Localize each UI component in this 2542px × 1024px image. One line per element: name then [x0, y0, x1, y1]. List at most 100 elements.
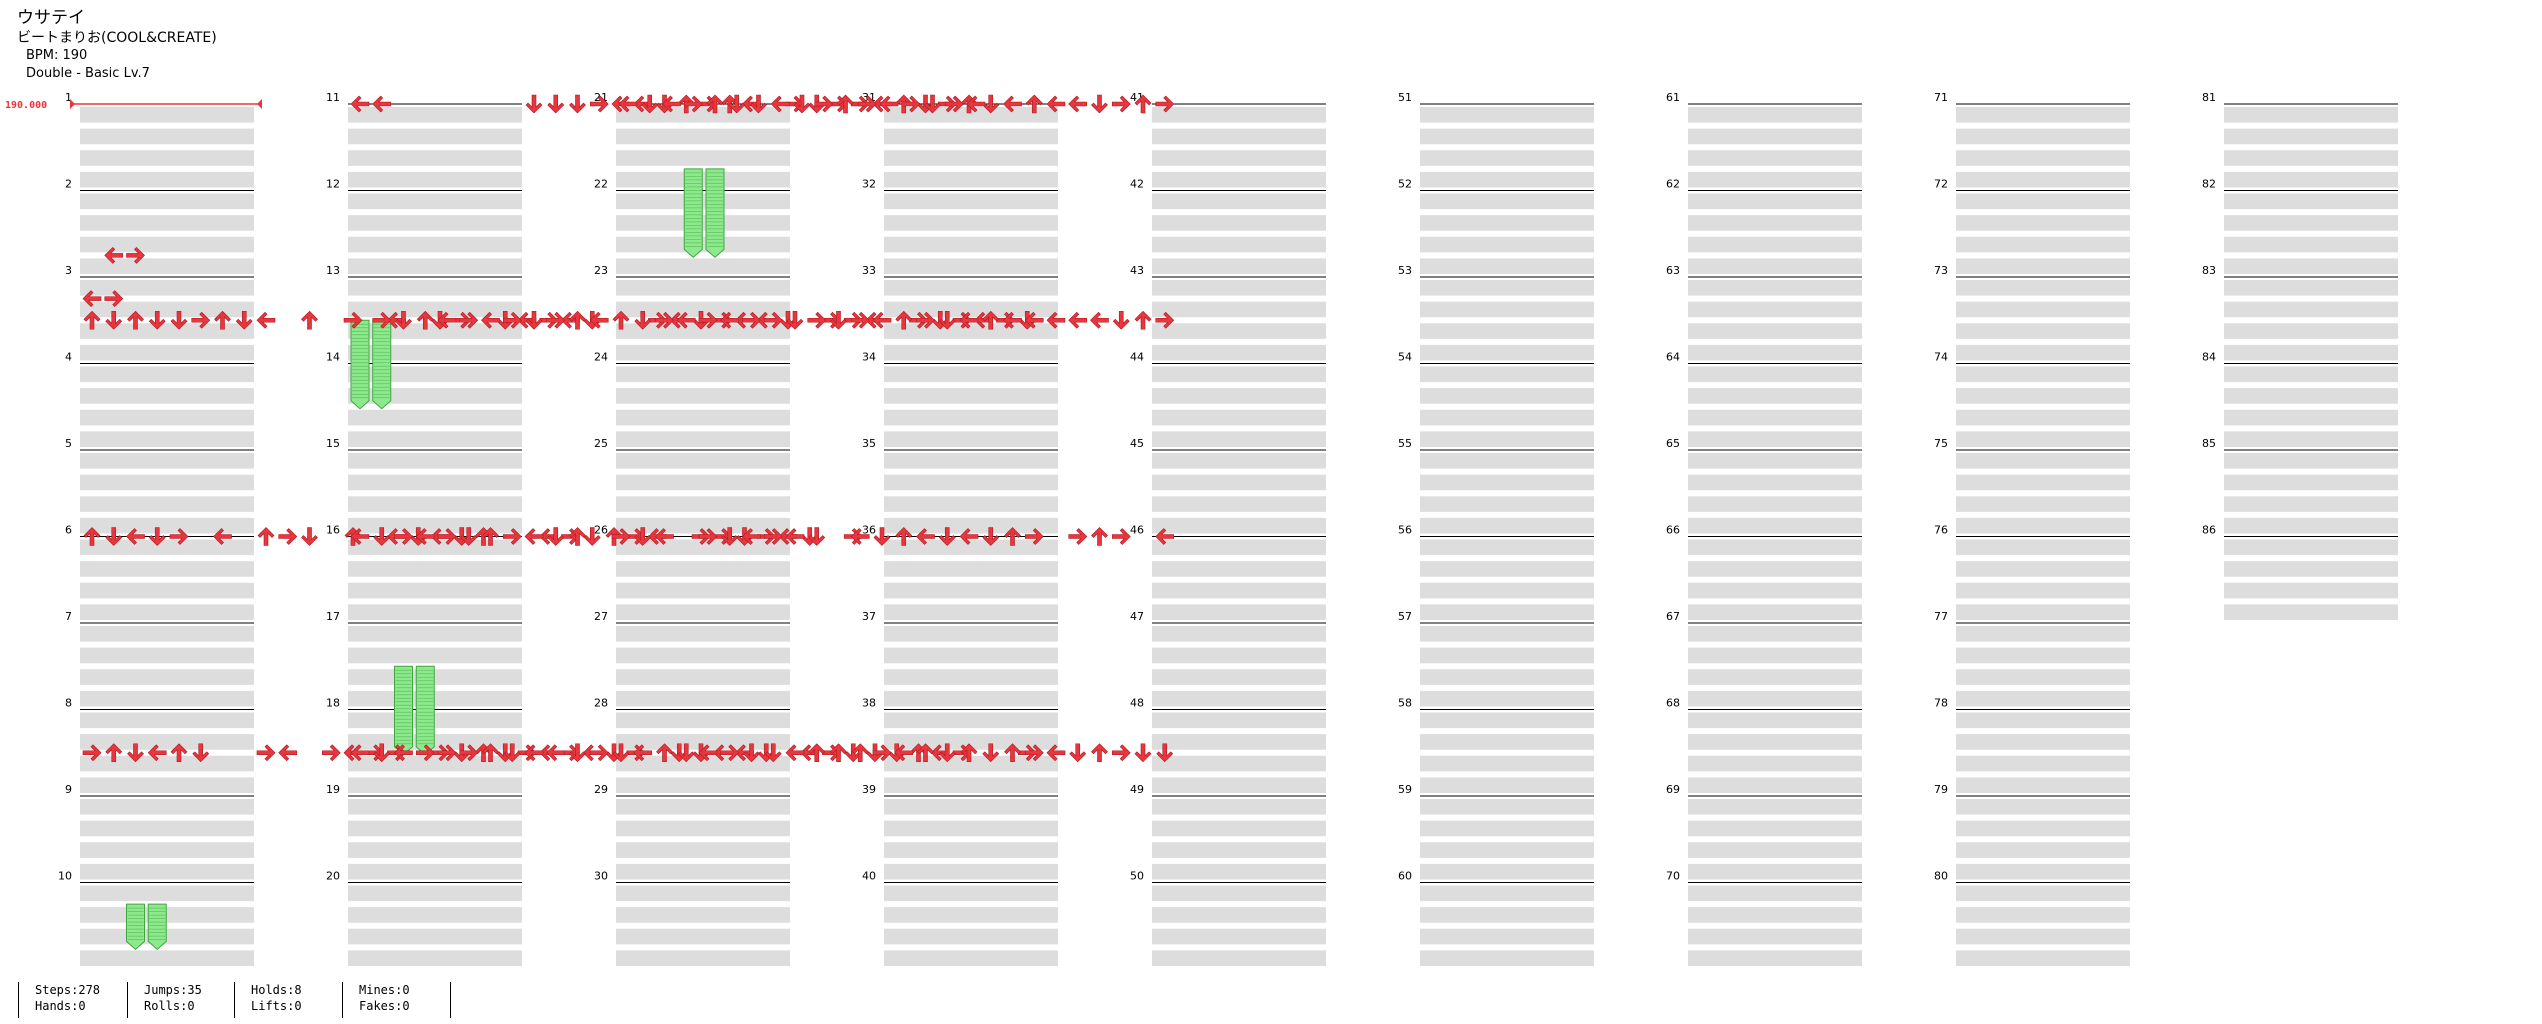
beat-stripe [1152, 885, 1326, 902]
beat-stripe [884, 215, 1058, 231]
arrow-left-icon [966, 95, 986, 113]
beat-stripe [1152, 517, 1326, 534]
beat-stripe [1688, 431, 1862, 447]
beat-stripe [80, 734, 254, 750]
measure-number: 17 [326, 610, 340, 623]
arrow-right-icon [872, 744, 892, 762]
beat-stripe [80, 690, 254, 707]
beat-stripe [80, 107, 254, 123]
beat-stripe [348, 799, 522, 815]
beat-stripe [616, 885, 790, 902]
beat-stripe [348, 258, 522, 274]
arrow-up-icon [917, 743, 934, 763]
arrow-right-icon [1111, 95, 1131, 113]
beat-stripe [348, 842, 522, 858]
arrow-down-icon [786, 310, 804, 330]
beat-stripe [1420, 539, 1594, 556]
arrow-right-icon [857, 95, 877, 113]
holds-count: Holds:8 [251, 983, 302, 997]
beat-stripe [616, 755, 790, 772]
arrow-up-icon [482, 527, 499, 546]
beat-stripe [1956, 799, 2130, 815]
beat-stripe [1420, 258, 1594, 274]
beat-stripe [1420, 582, 1594, 599]
measure-number: 25 [594, 437, 608, 450]
beat-stripe [348, 236, 522, 253]
beat-stripe [1152, 755, 1326, 772]
arrow-down-icon [612, 743, 630, 763]
beat-stripe [80, 474, 254, 491]
beat-stripe [348, 885, 522, 902]
arrow-left-icon [742, 528, 761, 545]
beat-stripe [80, 517, 254, 534]
arrow-right-icon [437, 528, 457, 545]
beat-stripe [1420, 690, 1594, 707]
arrow-right-icon [1024, 744, 1044, 762]
measure-number: 68 [1666, 697, 1680, 710]
beat-stripe [1956, 907, 2130, 923]
arrow-right-icon [683, 95, 703, 113]
arrow-left-icon [785, 744, 805, 762]
beat-stripe [348, 734, 522, 750]
beat-stripe [884, 582, 1058, 599]
beat-stripe [80, 863, 254, 880]
measure-number: 19 [326, 783, 340, 796]
arrow-right-icon [1111, 744, 1131, 762]
beat-stripe [616, 150, 790, 166]
beat-stripe [80, 539, 254, 556]
beat-stripe [1152, 344, 1326, 361]
arrow-right-icon [720, 744, 740, 762]
measure-number: 70 [1666, 870, 1680, 883]
beat-stripe [1688, 647, 1862, 664]
beat-stripe [884, 863, 1058, 880]
beat-stripe [1956, 517, 2130, 534]
measure-number: 14 [326, 351, 340, 364]
beat-stripe [348, 950, 522, 966]
beat-stripe [1688, 171, 1862, 188]
beat-stripe [348, 928, 522, 945]
beat-stripe [2224, 366, 2398, 383]
arrow-down-icon [569, 743, 586, 763]
beat-stripe [1956, 171, 2130, 188]
beat-stripe [1956, 777, 2130, 793]
beat-stripe [2224, 323, 2398, 339]
beat-stripe [616, 107, 790, 123]
measure-number: 86 [2202, 524, 2216, 537]
beat-stripe [1688, 626, 1862, 642]
beat-stripe [1420, 517, 1594, 534]
beat-stripe [1420, 280, 1594, 296]
arrow-left-icon [278, 744, 298, 762]
arrow-right-icon [655, 311, 674, 329]
arrow-left-icon [1068, 311, 1088, 329]
arrow-right-icon [546, 311, 566, 329]
beat-stripe [1688, 236, 1862, 253]
arrow-right-icon [944, 95, 964, 113]
beat-stripe [80, 128, 254, 145]
beat-stripe [616, 777, 790, 793]
beat-stripe [1152, 301, 1326, 318]
measure-number: 54 [1398, 351, 1412, 364]
arrow-right-icon [502, 528, 522, 545]
arrow-left-icon [524, 528, 544, 545]
arrow-down-icon [547, 527, 565, 546]
beat-stripe [80, 258, 254, 274]
beat-stripe [80, 928, 254, 945]
arrow-down-icon [525, 94, 543, 114]
arrow-down-icon [764, 743, 782, 763]
beat-stripe [1152, 734, 1326, 750]
beat-stripe [884, 280, 1058, 296]
measure-number: 46 [1130, 524, 1144, 537]
measure-number: 36 [862, 524, 876, 537]
measure-number: 40 [862, 870, 876, 883]
arrow-right-icon [742, 311, 761, 329]
beat-stripe [1420, 107, 1594, 123]
arrow-left-icon [655, 528, 674, 545]
beat-stripe [80, 647, 254, 664]
beat-stripe [1688, 863, 1862, 880]
arrow-left-icon [82, 290, 102, 308]
arrow-down-icon [793, 94, 811, 114]
beat-stripe [616, 712, 790, 729]
measure-number: 80 [1934, 870, 1948, 883]
arrow-right-icon [807, 311, 827, 329]
arrow-left-icon [589, 311, 609, 329]
